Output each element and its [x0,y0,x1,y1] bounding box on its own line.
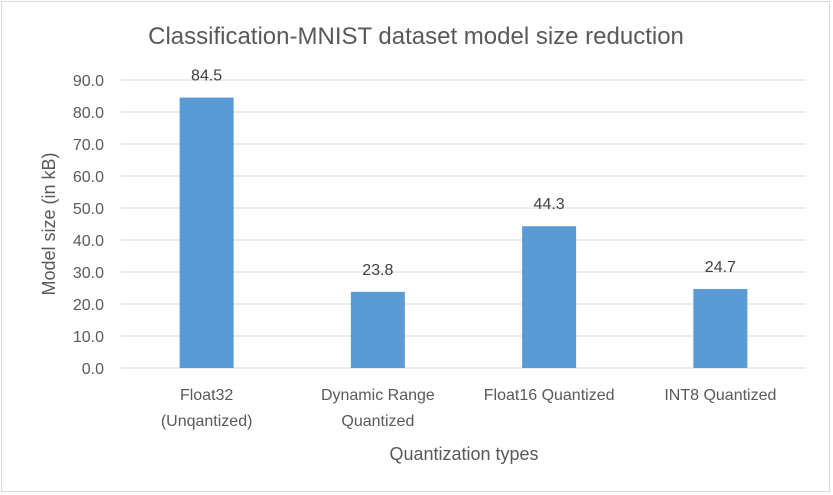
y-tick-label: 10.0 [73,329,104,346]
bar [350,291,405,368]
y-tick-label: 50.0 [73,201,104,218]
chart-title: Classification-MNIST dataset model size … [148,23,684,50]
y-tick-label: 0.0 [82,361,104,378]
y-tick-label: 20.0 [73,297,104,314]
y-axis-ticks: 0.0 10.0 20.0 30.0 40.0 50.0 60.0 70.0 80.0 90.0 [73,73,104,378]
y-tick-label: 70.0 [73,137,104,154]
y-tick-label: 90.0 [73,73,104,90]
x-tick-label: Float32 [180,387,233,404]
y-tick-label: 80.0 [73,105,104,122]
gridlines [121,79,806,369]
x-axis-title: Quantization types [389,444,538,464]
bar [522,226,577,368]
data-label: 84.5 [191,68,222,85]
bars [179,97,748,368]
bar [693,288,748,368]
x-tick-label: INT8 Quantized [664,387,776,404]
data-label: 24.7 [705,259,736,276]
x-tick-label: Quantized [341,413,414,430]
y-tick-label: 60.0 [73,169,104,186]
x-tick-label: Dynamic Range [321,387,435,404]
data-label: 23.8 [362,262,393,279]
x-tick-label: (Unqantized) [161,413,253,430]
bar [179,97,234,368]
y-tick-label: 30.0 [73,265,104,282]
x-axis-ticks: Float32 (Unqantized) Dynamic Range Quantize… [161,387,777,430]
x-tick-label: Float16 Quantized [484,387,615,404]
data-labels: 84.5 23.8 44.3 24.7 [191,68,736,279]
data-label: 44.3 [534,196,565,213]
y-tick-label: 40.0 [73,233,104,250]
y-axis-title: Model size (in kB) [39,152,59,295]
